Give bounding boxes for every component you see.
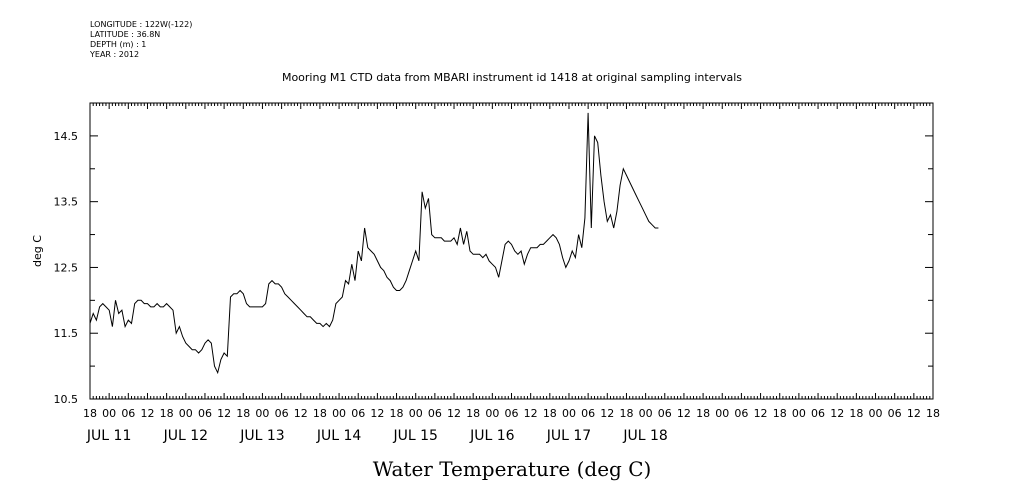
y-tick-label: 14.5 [54,130,79,143]
date-label: JUL 11 [86,428,131,444]
x-tick-label: 12 [217,407,231,420]
x-tick-label: 12 [294,407,308,420]
x-tick-label: 12 [677,407,691,420]
y-tick-label: 10.5 [54,393,79,406]
x-tick-label: 18 [466,407,480,420]
date-label: JUL 18 [622,428,667,444]
y-tick-label: 12.5 [54,261,79,274]
x-tick-label: 12 [600,407,614,420]
x-tick-label: 06 [581,407,595,420]
x-tick-label: 12 [524,407,538,420]
header-metadata: LONGITUDE : 122W(-122) LATITUDE : 36.8N … [90,20,192,60]
date-label: JUL 12 [163,428,208,444]
series-line [89,112,659,375]
x-tick-label: 06 [658,407,672,420]
x-tick-label: 18 [83,407,97,420]
x-tick-label: 18 [313,407,327,420]
x-tick-label: 06 [888,407,902,420]
x-tick-label: 18 [849,407,863,420]
x-tick-labels: 18 00 06 12 18 00 06 12 18 00 06 12 18 00 06 12 18 00 06 12… [83,407,940,420]
date-label: JUL 15 [392,428,437,444]
x-tick-label: 18 [390,407,404,420]
x-tick-label: 06 [351,407,365,420]
x-tick-label: 00 [409,407,423,420]
x-tick-label: 00 [102,407,116,420]
year-text: YEAR : 2012 [90,50,140,59]
date-label: JUL 14 [316,428,362,444]
x-tick-label: 00 [332,407,346,420]
date-labels: JUL 11 JUL 12 JUL 13 JUL 14 JUL 15 JUL 16 JUL … [86,428,668,444]
x-tick-label: 06 [198,407,212,420]
date-label: JUL 13 [239,428,284,444]
x-tick-label: 18 [236,407,250,420]
x-tick-label: 12 [907,407,921,420]
x-tick-label: 00 [179,407,193,420]
x-tick-label: 12 [370,407,384,420]
y-tick-label: 11.5 [54,327,79,340]
x-tick-label: 06 [505,407,519,420]
x-tick-label: 18 [696,407,710,420]
x-tick-label: 00 [869,407,883,420]
x-tick-label: 18 [773,407,787,420]
x-tick-label: 00 [255,407,269,420]
x-tick-label: 18 [926,407,940,420]
x-tick-label: 00 [639,407,653,420]
x-tick-label: 00 [715,407,729,420]
axis-ticks [89,102,934,400]
x-tick-label: 18 [160,407,174,420]
x-tick-label: 12 [830,407,844,420]
x-tick-label: 00 [485,407,499,420]
x-tick-label: 06 [428,407,442,420]
x-tick-label: 06 [121,407,135,420]
chart-title: Mooring M1 CTD data from MBARI instrumen… [282,71,742,84]
x-tick-label: 06 [734,407,748,420]
x-tick-label: 06 [811,407,825,420]
y-axis-label: deg C [31,235,44,267]
latitude-text: LATITUDE : 36.8N [90,30,161,39]
y-tick-label: 13.5 [54,196,79,209]
plot-frame [89,102,934,400]
x-tick-label: 12 [447,407,461,420]
y-tick-labels: 10.5 11.5 12.5 13.5 14.5 [54,130,79,406]
date-label: JUL 16 [469,428,515,444]
x-axis-label: Water Temperature (deg C) [373,457,652,481]
x-tick-label: 18 [543,407,557,420]
date-label: JUL 17 [546,428,591,444]
x-tick-label: 12 [140,407,154,420]
depth-text: DEPTH (m) : 1 [90,40,147,49]
longitude-text: LONGITUDE : 122W(-122) [90,20,193,29]
x-tick-label: 06 [275,407,289,420]
x-tick-label: 18 [619,407,633,420]
x-tick-label: 12 [754,407,768,420]
x-tick-label: 00 [562,407,576,420]
x-tick-label: 00 [792,407,806,420]
